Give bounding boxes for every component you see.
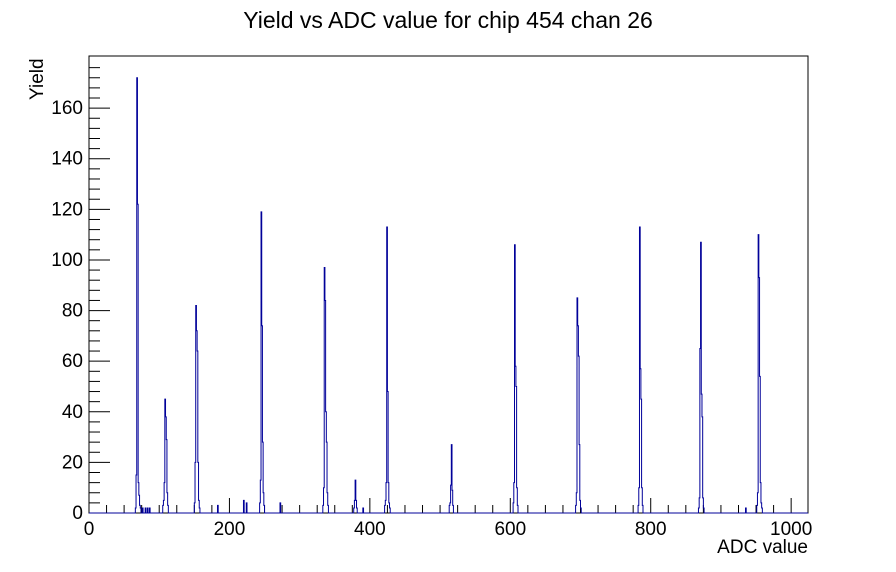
chart-title: Yield vs ADC value for chip 454 chan 26 — [243, 7, 653, 33]
y-tick-label: 20 — [62, 452, 83, 473]
histogram-line — [89, 77, 808, 514]
x-tick-label: 1000 — [770, 519, 812, 540]
x-tick-label: 800 — [635, 519, 667, 540]
y-tick-label: 120 — [51, 199, 83, 220]
y-tick-label: 80 — [62, 301, 83, 322]
axis-tick-labels: 0 200 400 600 800 1000 0 20 40 60 80 100 120 140 160 — [51, 98, 812, 540]
x-tick-label: 200 — [214, 519, 246, 540]
x-tick-label: 400 — [354, 519, 386, 540]
axis-ticks — [88, 67, 792, 514]
y-tick-label: 40 — [62, 402, 83, 423]
y-tick-label: 0 — [72, 503, 83, 524]
y-tick-label: 60 — [62, 351, 83, 372]
x-tick-label: 600 — [494, 519, 526, 540]
y-tick-label: 100 — [51, 250, 83, 271]
y-tick-label: 160 — [51, 98, 83, 119]
x-axis-title: ADC value — [717, 537, 808, 558]
y-tick-label: 140 — [51, 149, 83, 170]
x-tick-label: 0 — [84, 519, 95, 540]
